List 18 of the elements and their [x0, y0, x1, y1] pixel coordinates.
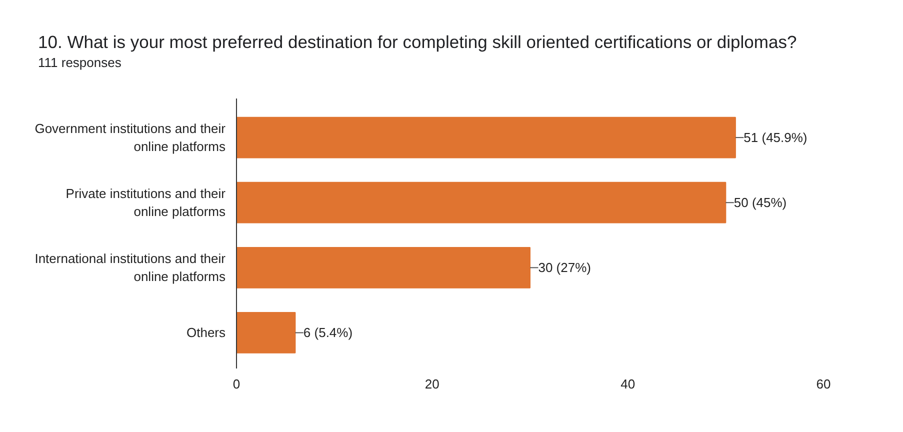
- x-tick-label: 20: [424, 376, 440, 392]
- y-tick-label: International institutions and their online platforms: [34, 250, 226, 284]
- data-label: 50 (45%): [734, 194, 787, 210]
- chart-title: 10. What is your most preferred destination for completing skill oriented certifications or diplomas?: [38, 31, 797, 54]
- y-tick-label: Others: [186, 324, 226, 340]
- bar: [236, 181, 726, 223]
- data-label: 51 (45.9%): [744, 130, 808, 145]
- y-tick-label: Private institutions and their online platforms: [66, 186, 226, 219]
- x-tick-label: 60: [816, 376, 831, 392]
- data-label: 30 (27%): [538, 260, 591, 275]
- x-tick-label: 0: [232, 376, 240, 392]
- data-label: 6 (5.4%): [303, 324, 353, 340]
- x-tick-label: 40: [620, 376, 636, 392]
- bar: [236, 116, 736, 158]
- text: 111 responses: [38, 54, 122, 72]
- bar: [236, 312, 296, 353]
- bar: [236, 246, 530, 288]
- y-tick-label: Government institutions and their online platforms: [34, 120, 226, 154]
